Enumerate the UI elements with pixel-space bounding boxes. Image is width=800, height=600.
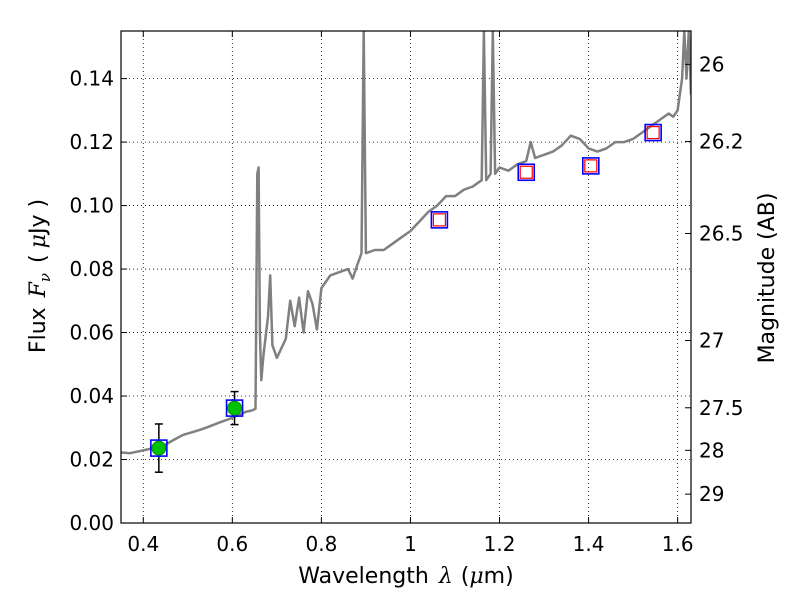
y-tick-label: 0.00: [69, 511, 114, 535]
green-circle-marker: [151, 440, 167, 456]
y-tick-label: 0.02: [69, 448, 114, 472]
y2-axis-label: Magnitude (AB): [755, 193, 780, 364]
photometry-markers: [150, 123, 662, 473]
x-tick-label: 1.4: [573, 532, 605, 556]
x-tick-label: 0.8: [305, 532, 337, 556]
blue-square-marker: [150, 439, 168, 457]
green-circle-marker: [227, 400, 242, 416]
y-label-symbol: F: [26, 281, 51, 298]
y2-tick-label: 26: [699, 52, 724, 76]
y-label-subscript: ν: [36, 273, 54, 282]
blue-square-marker: [644, 123, 662, 142]
y2-tick-label: 26.5: [699, 222, 744, 246]
y-tick-label: 0.04: [69, 384, 114, 408]
axis-ticks: 0.4 0.6 0.8 1 1.2 1.4 1.6 0.00 0.02 0.04 0.06 0.08 0…: [69, 31, 744, 556]
y-label-unit-open: (: [26, 254, 51, 263]
blue-square-marker: [517, 163, 536, 182]
y-tick-label: 0.08: [69, 257, 114, 281]
y-tick-label: 0.10: [69, 194, 114, 218]
blue-square-marker: [430, 211, 449, 229]
y2-tick-label: 28: [699, 438, 724, 462]
blue-square-marker: [582, 157, 600, 175]
y-label-unit-mu: μ: [26, 234, 51, 248]
y-label-prefix: Flux: [26, 307, 51, 353]
x-label-prefix: Wavelength: [298, 564, 429, 589]
model-spectrum-line: [121, 31, 691, 455]
red-square-marker: [584, 159, 598, 173]
y-tick-label: 0.14: [69, 67, 114, 91]
red-square-marker: [519, 165, 533, 179]
y-label-unit-rest: Jy ): [26, 199, 51, 236]
y-tick-label: 0.12: [69, 130, 114, 154]
x-tick-label: 1: [404, 532, 417, 556]
y2-tick-label: 27: [699, 328, 724, 352]
y-tick-label: 0.06: [69, 321, 114, 345]
x-tick-label: 1.6: [662, 532, 694, 556]
x-axis-label: Wavelength λ (μm): [298, 564, 513, 589]
x-label-unit-open: (: [461, 564, 470, 589]
grid-lines: [121, 31, 691, 523]
y2-tick-label: 29: [699, 482, 724, 506]
red-square-marker: [646, 125, 660, 140]
y2-tick-label: 26.2: [699, 129, 744, 153]
plot-frame: [120, 30, 692, 524]
x-tick-label: 0.4: [127, 532, 159, 556]
x-label-unit-mu: μ: [469, 564, 483, 589]
x-label-symbol: λ: [438, 564, 453, 589]
x-tick-label: 1.2: [484, 532, 516, 556]
x-tick-label: 0.6: [216, 532, 248, 556]
y-axis-label: Flux Fν ( μJy ): [26, 199, 54, 353]
blue-square-marker: [225, 399, 244, 417]
x-label-unit-rest: m): [484, 564, 514, 589]
red-square-marker: [432, 213, 446, 227]
model-spectrum: [121, 31, 691, 455]
y2-tick-label: 27.5: [699, 396, 744, 420]
